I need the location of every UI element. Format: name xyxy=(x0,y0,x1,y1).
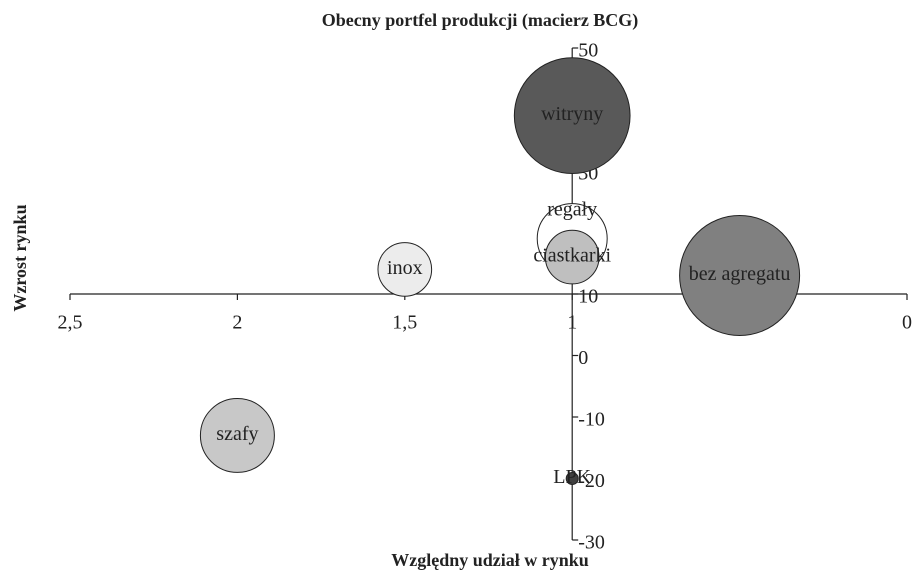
x-tick-label: 0 xyxy=(902,312,912,334)
bubble-label: regały xyxy=(547,198,597,220)
y-tick-label: 50 xyxy=(578,40,598,62)
y-tick-label: -20 xyxy=(578,470,605,492)
bubble-label: inox xyxy=(387,257,423,279)
bubble-label: bez agregatu xyxy=(689,263,791,285)
bubble-label: szafy xyxy=(216,423,258,445)
bubble xyxy=(513,57,631,175)
x-tick-label: 1 xyxy=(567,312,577,334)
chart-title: Obecny portfel produkcji (macierz BCG) xyxy=(322,10,639,31)
y-tick-label: 10 xyxy=(578,286,598,308)
x-tick-label: 1,5 xyxy=(392,312,417,334)
y-axis-title: Wzrost rynku xyxy=(10,204,30,311)
bubble xyxy=(565,472,579,485)
x-tick-label: 2,5 xyxy=(58,312,83,334)
y-tick-label: -10 xyxy=(578,409,605,431)
bubble xyxy=(199,397,275,473)
bubble xyxy=(679,215,801,337)
x-tick-label: 2 xyxy=(232,312,242,334)
x-axis-title: Względny udział w rynku xyxy=(391,550,589,570)
bubble-label: witryny xyxy=(541,103,603,125)
bubble xyxy=(544,229,600,285)
bubble-label: ciastkarki xyxy=(533,245,611,267)
y-tick-label: -30 xyxy=(578,532,605,554)
bubble-label: LPK xyxy=(553,466,591,488)
y-tick-label: 0 xyxy=(578,347,588,369)
bubble xyxy=(377,242,433,297)
